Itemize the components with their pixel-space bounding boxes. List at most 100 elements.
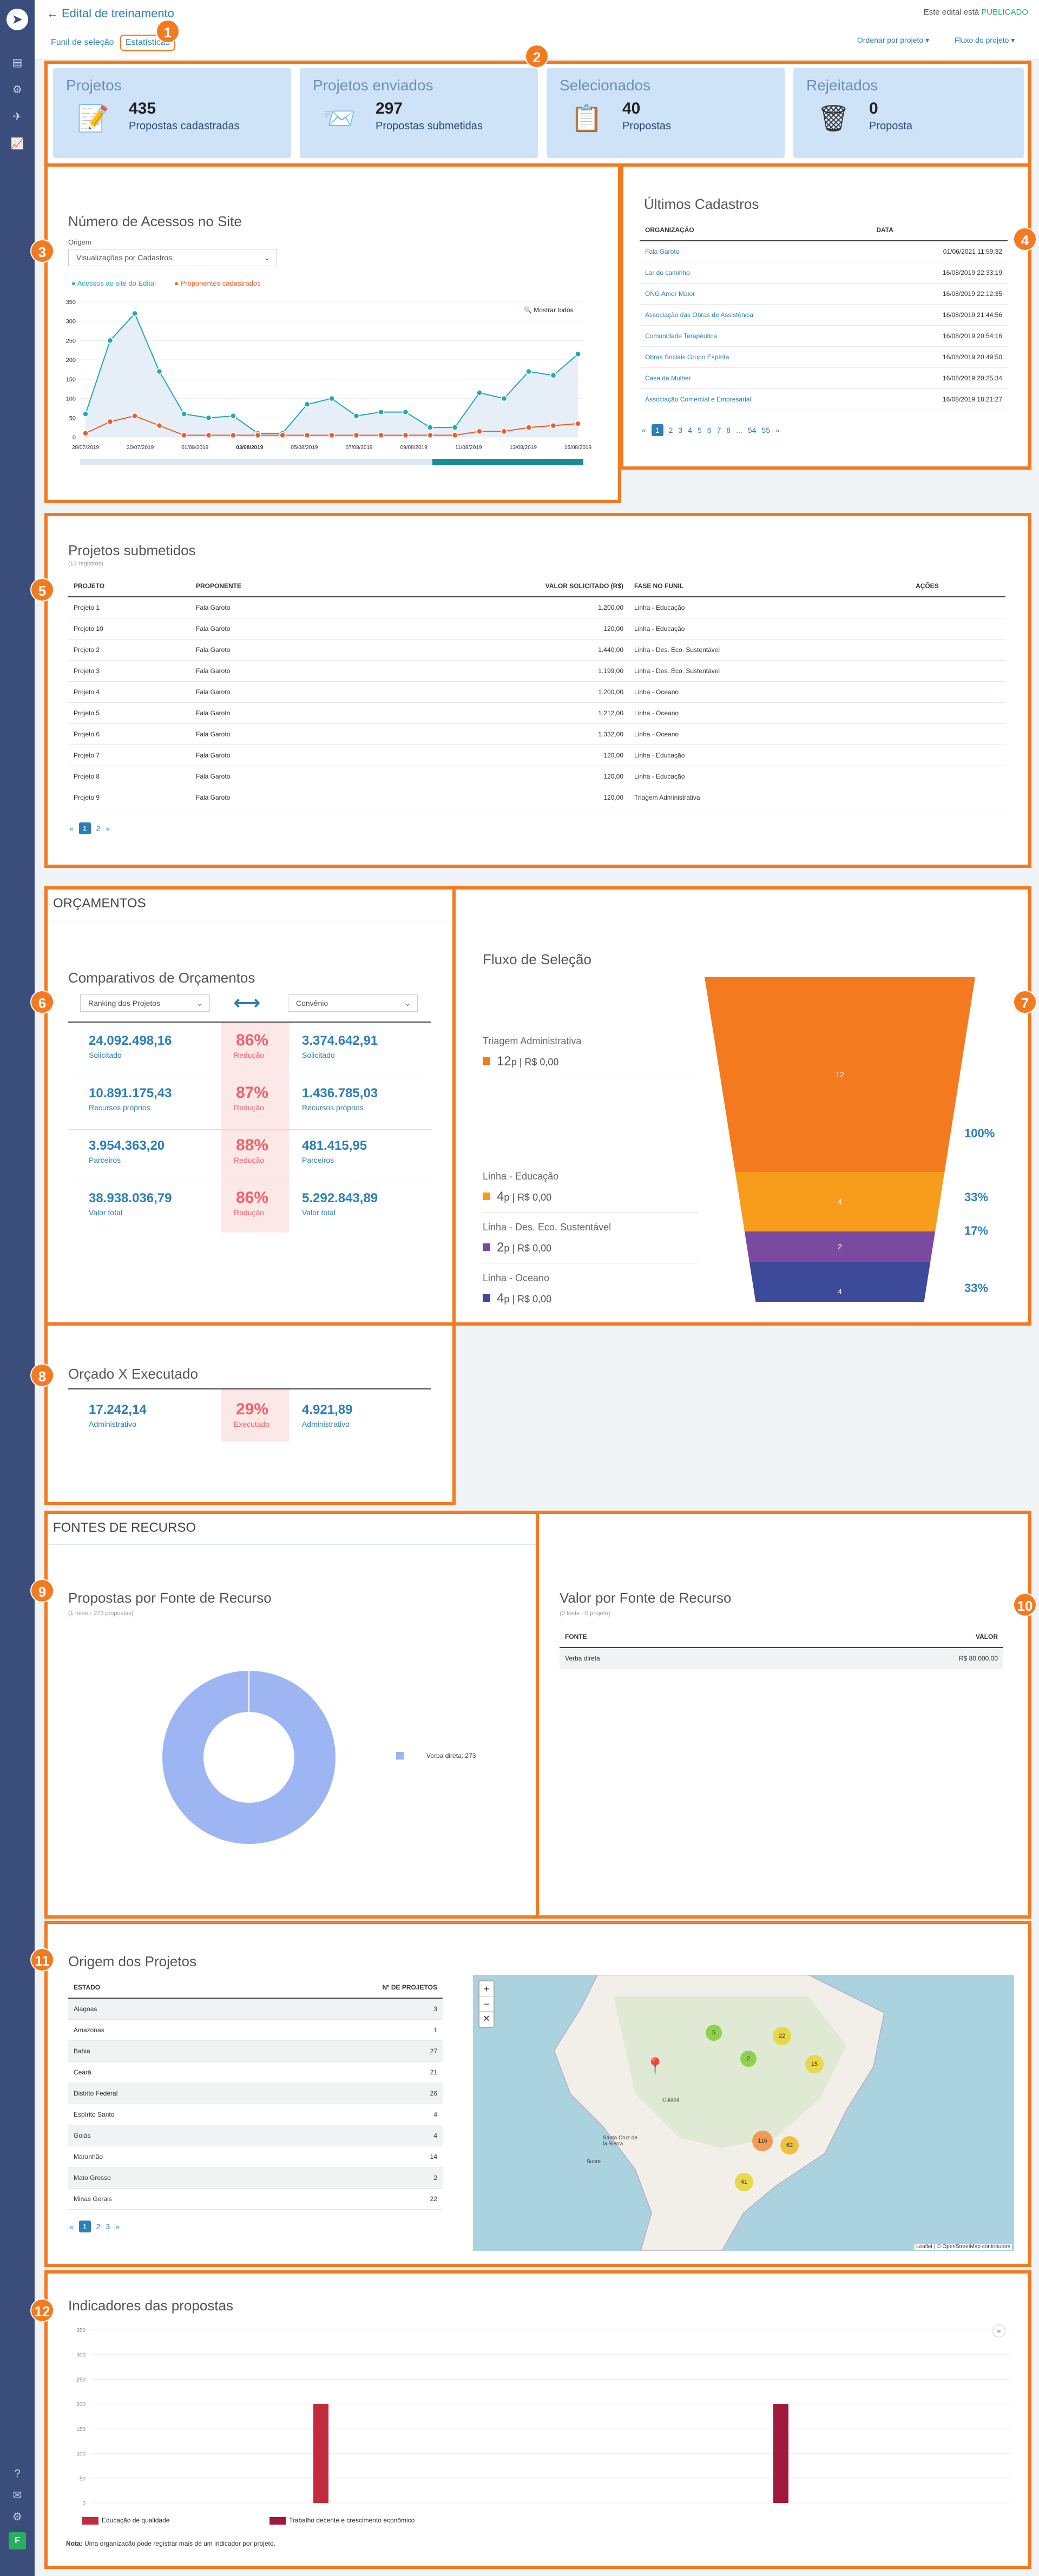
cell-org[interactable]: Casa da Mulher: [640, 367, 871, 389]
cell-org[interactable]: ONG Amor Maior: [640, 283, 871, 305]
funnel-segment[interactable]: [744, 1231, 936, 1262]
data-point[interactable]: [205, 432, 212, 439]
table-row[interactable]: Projeto 7 Fala Garoto 120,00 Linha - Educaç…: [68, 745, 1005, 766]
bar-trabalho[interactable]: [773, 2404, 788, 2503]
cell-org[interactable]: Lar do caminho: [640, 262, 871, 284]
funnel-segment[interactable]: [705, 977, 975, 1172]
map-cluster[interactable]: 2: [740, 2051, 757, 2067]
data-point[interactable]: [230, 432, 236, 439]
tab-funil[interactable]: Funil de seleção: [51, 38, 114, 47]
page-link[interactable]: 3: [678, 426, 683, 434]
cell-org[interactable]: Obras Sociais Grupo Espírita: [640, 346, 871, 368]
table-row[interactable]: Projeto 10 Fala Garoto 120,00 Linha - Educa…: [68, 618, 1005, 640]
map-cluster[interactable]: 22: [773, 2027, 791, 2045]
data-point[interactable]: [304, 401, 311, 408]
page-link[interactable]: «: [69, 824, 74, 833]
table-row[interactable]: Projeto 1 Fala Garoto 1.200,00 Linha - Educ…: [68, 597, 1005, 618]
data-point[interactable]: [107, 337, 114, 344]
table-row[interactable]: Projeto 5 Fala Garoto 1.212,00 Linha - Ocea…: [68, 702, 1005, 724]
convenio-select[interactable]: Convênio ⌄: [288, 994, 418, 1012]
swap-arrows-icon[interactable]: ⟷: [234, 993, 260, 1013]
data-point[interactable]: [107, 418, 114, 425]
cell-org[interactable]: Associação das Obras de Assistência: [640, 304, 871, 326]
cell-org[interactable]: Associação Comercial e Empresarial: [640, 388, 871, 410]
page-link[interactable]: 1: [78, 822, 91, 834]
data-point[interactable]: [378, 432, 384, 439]
data-point[interactable]: [427, 424, 433, 431]
page-link[interactable]: 2: [96, 824, 101, 833]
order-dropdown[interactable]: Ordenar por projeto ▾: [857, 36, 930, 44]
data-point[interactable]: [254, 432, 261, 439]
data-point[interactable]: [575, 420, 581, 427]
page-link[interactable]: «: [69, 2222, 74, 2231]
data-point[interactable]: [402, 409, 409, 416]
legend-educacao[interactable]: Educação de qualidade: [102, 2516, 170, 2524]
table-row[interactable]: Projeto 3 Fala Garoto 1.199,00 Linha - Des.…: [68, 660, 1005, 682]
flow-dropdown[interactable]: Fluxo do projeto ▾: [955, 36, 1015, 44]
settings-icon[interactable]: ⚙: [12, 2511, 22, 2523]
show-all-button[interactable]: 🔍 Mostrar todos: [524, 306, 574, 314]
page-link[interactable]: 8: [726, 426, 731, 434]
bar-educacao[interactable]: [313, 2404, 328, 2503]
map-cluster[interactable]: 15: [805, 2055, 824, 2073]
table-row[interactable]: Projeto 4 Fala Garoto 1.200,00 Linha - Ocea…: [68, 681, 1005, 703]
data-point[interactable]: [328, 432, 335, 439]
data-point[interactable]: [427, 432, 433, 439]
data-point[interactable]: [181, 411, 187, 417]
zoom-in-button[interactable]: +: [479, 1981, 494, 1997]
origin-select[interactable]: Visualizações por Cadastros ⌄: [68, 249, 277, 266]
data-point[interactable]: [156, 368, 163, 375]
map-attribution[interactable]: Leaflet | © OpenStreetMap contributors: [915, 2244, 1012, 2250]
page-link[interactable]: 55: [761, 426, 770, 434]
legend-proponentes[interactable]: ● Proponentes cadastrados: [174, 279, 261, 287]
data-point[interactable]: [525, 368, 532, 375]
data-point[interactable]: [230, 412, 236, 419]
page-link[interactable]: 2: [96, 2222, 101, 2231]
data-point[interactable]: [82, 430, 89, 437]
page-link[interactable]: »: [106, 824, 110, 833]
page-link[interactable]: 2: [668, 426, 673, 434]
page-link[interactable]: ...: [736, 426, 742, 434]
map-cluster[interactable]: 41: [735, 2173, 753, 2191]
page-link[interactable]: 54: [747, 426, 757, 434]
map-cluster[interactable]: 62: [780, 2136, 799, 2155]
chart-icon[interactable]: 📈: [10, 138, 24, 150]
page-link[interactable]: «: [642, 426, 646, 434]
data-point[interactable]: [525, 424, 532, 431]
map[interactable]: + − ✕ 📍 5 2 22 15 116 62 41 Cuiabá Santa…: [473, 1975, 1014, 2251]
data-point[interactable]: [328, 395, 335, 402]
page-link[interactable]: 1: [651, 424, 663, 436]
data-point[interactable]: [476, 428, 483, 435]
legend-acessos[interactable]: ● Acessos ao site do Edital: [71, 279, 156, 287]
table-row[interactable]: Projeto 6 Fala Garoto 1.332,00 Linha - Ocea…: [68, 723, 1005, 745]
page-link[interactable]: 6: [707, 426, 712, 434]
map-cluster[interactable]: 5: [706, 2025, 722, 2041]
data-point[interactable]: [501, 395, 508, 402]
data-point[interactable]: [205, 414, 212, 421]
table-row[interactable]: Projeto 8 Fala Garoto 120,00 Linha - Educaç…: [68, 766, 1005, 787]
app-logo-icon[interactable]: ➤: [6, 9, 28, 30]
document-icon[interactable]: ▤: [12, 57, 23, 69]
data-point[interactable]: [501, 428, 508, 435]
back-arrow-icon[interactable]: ←: [47, 6, 58, 20]
data-point[interactable]: [402, 432, 409, 439]
data-point[interactable]: [131, 310, 138, 317]
chat-icon[interactable]: ✉: [12, 2489, 22, 2501]
page-link[interactable]: 1: [78, 2221, 91, 2232]
page-link[interactable]: »: [115, 2222, 120, 2231]
cell-org[interactable]: Comunidade Terapêutica: [640, 325, 871, 347]
reset-view-button[interactable]: ✕: [483, 2014, 490, 2024]
cell-org[interactable]: Fala Garoto: [640, 241, 871, 262]
page-link[interactable]: »: [775, 426, 780, 434]
data-point[interactable]: [451, 432, 458, 439]
tab-estatisticas[interactable]: Estatísticas: [120, 35, 175, 51]
data-point[interactable]: [353, 412, 360, 419]
page-link[interactable]: 5: [697, 426, 702, 434]
page-link[interactable]: 3: [106, 2222, 110, 2231]
data-point[interactable]: [550, 422, 557, 429]
range-handle[interactable]: [432, 459, 583, 465]
table-row[interactable]: Projeto 2 Fala Garoto 1.440,00 Linha - Des.…: [68, 639, 1005, 661]
data-point[interactable]: [353, 432, 360, 439]
data-point[interactable]: [181, 432, 187, 439]
avatar[interactable]: F: [9, 2532, 26, 2549]
